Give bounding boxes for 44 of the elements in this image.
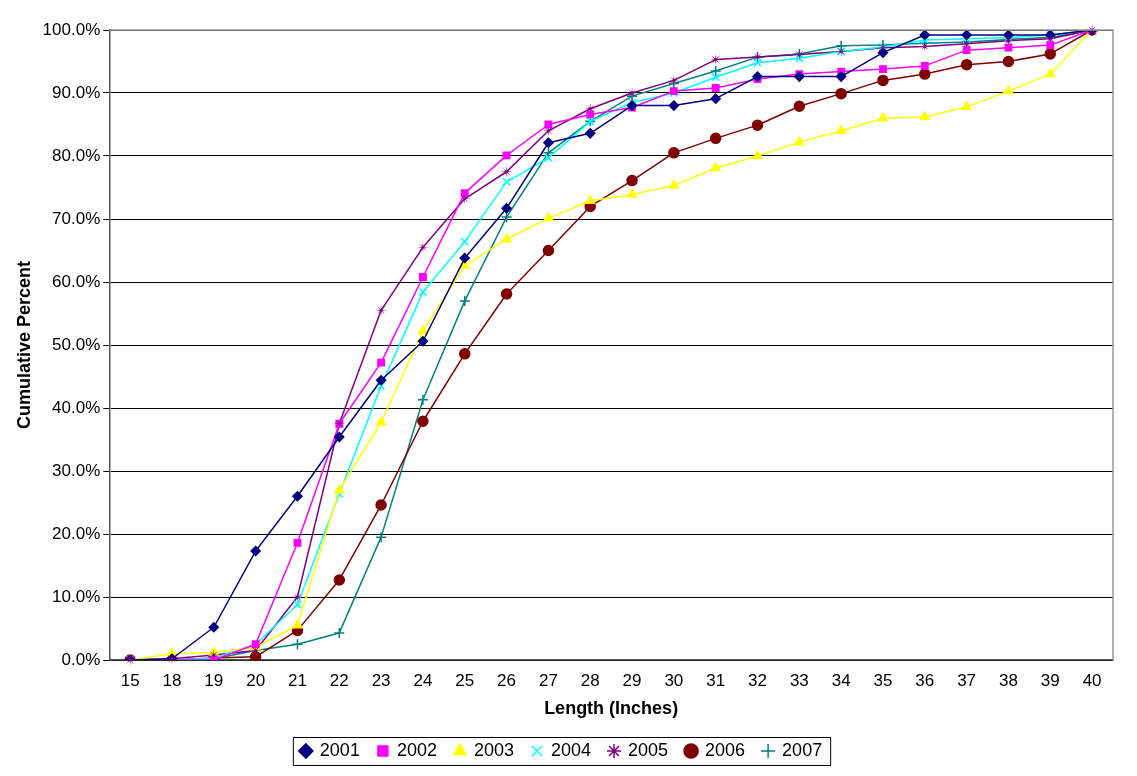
y-tick-label: 100.0%	[42, 19, 101, 39]
y-tick-label: 40.0%	[52, 397, 101, 417]
legend-label: 2004	[550, 739, 592, 760]
y-tick-label: 60.0%	[52, 271, 101, 291]
y-tick-label: 70.0%	[52, 208, 101, 228]
y-tick-label: 10.0%	[52, 586, 101, 606]
x-tick-label: 26	[497, 670, 517, 690]
x-axis-title: Length (Inches)	[544, 698, 679, 719]
x-tick-label: 15	[120, 670, 140, 690]
y-tick-label: 20.0%	[52, 523, 101, 543]
legend-label: 2007	[782, 739, 823, 760]
x-tick-label: 30	[664, 670, 684, 690]
x-tick-label: 24	[413, 670, 433, 690]
x-tick-label: 25	[455, 670, 475, 690]
y-tick-label: 80.0%	[52, 145, 101, 165]
x-tick-label: 21	[288, 670, 307, 690]
x-tick-label: 23	[371, 670, 391, 690]
legend-label: 2003	[473, 739, 514, 760]
x-tick-label: 27	[538, 670, 558, 690]
x-tick-label: 35	[873, 670, 893, 690]
x-tick-label: 32	[748, 670, 767, 690]
x-tick-label: 40	[1082, 670, 1102, 690]
x-tick-label: 20	[246, 670, 266, 690]
legend-label: 2005	[628, 739, 669, 760]
y-axis-title: Cumulative Percent	[13, 260, 34, 430]
x-tick-label: 36	[915, 670, 935, 690]
legend-label: 2001	[319, 739, 360, 760]
y-tick-label: 50.0%	[52, 334, 101, 354]
x-tick-label: 31	[706, 670, 726, 690]
x-tick-label: 34	[831, 670, 851, 690]
y-tick-label: 30.0%	[52, 460, 101, 480]
x-tick-label: 37	[957, 670, 977, 690]
legend-label: 2002	[396, 739, 437, 760]
x-tick-label: 39	[1040, 670, 1060, 690]
x-tick-label: 19	[204, 670, 224, 690]
x-tick-label: 22	[329, 670, 349, 690]
y-tick-label: 0.0%	[61, 649, 101, 669]
x-tick-label: 33	[789, 670, 809, 690]
y-tick-label: 90.0%	[52, 82, 101, 102]
x-tick-label: 29	[622, 670, 642, 690]
x-tick-label: 38	[998, 670, 1018, 690]
x-tick-label: 18	[162, 670, 182, 690]
legend-label: 2006	[705, 739, 746, 760]
x-tick-label: 28	[580, 670, 600, 690]
